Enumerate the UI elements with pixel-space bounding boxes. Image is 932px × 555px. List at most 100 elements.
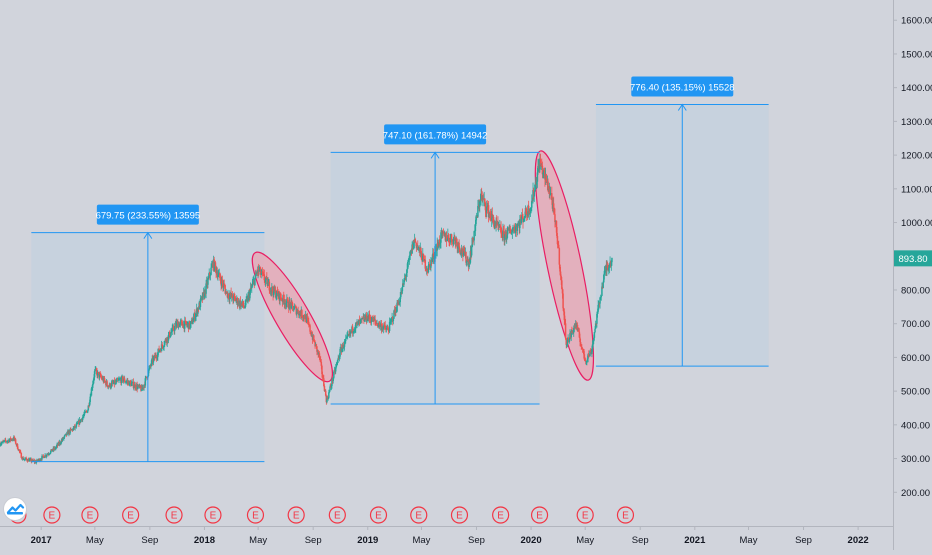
candle-body [89,396,91,403]
candle [287,297,289,308]
time-axis[interactable]: 2017 May Sep 2018 May Sep 2019 May Sep 2020 May Sep… [31,526,869,546]
candle-body [566,344,568,346]
candle [217,270,219,281]
candle-body [505,237,508,239]
candle-body [401,287,403,294]
candle-body [579,337,581,343]
candle-body [459,251,462,254]
candle-body [88,402,91,406]
candle-body [433,258,435,260]
candle [427,261,430,274]
candle-body [96,371,99,376]
earnings-marker[interactable]: E [530,506,549,524]
candle-body [51,450,54,452]
candle-body [249,291,251,299]
candle-body [115,380,118,383]
earnings-marker[interactable]: E [328,506,346,524]
candle [199,295,202,311]
earnings-marker[interactable]: E [450,506,469,524]
candle [142,387,145,391]
candle-body [237,303,239,305]
candle [473,230,475,246]
earnings-marker[interactable]: E [576,506,594,524]
candle-body [604,270,606,272]
candle-body [448,241,451,243]
candle-body [351,326,354,333]
candle-body [292,306,294,311]
candle-body [492,216,495,223]
candle-body [276,290,279,294]
earnings-marker[interactable]: E [81,506,99,524]
candle-body [555,220,557,228]
earnings-markers[interactable]: EEEEEEEEEEEEEEEE [9,506,635,524]
candle-body [383,324,385,328]
candle-body [563,311,566,321]
candle [0,442,2,447]
earnings-marker[interactable]: E [410,506,428,524]
earnings-marker[interactable]: E [204,506,222,524]
price-range-tool-3[interactable]: 776.40 (135.15%) 15528 [595,76,769,367]
candle [531,194,533,212]
candle-body [542,172,544,175]
candle [103,376,106,384]
candle-body [266,278,269,287]
tradingview-logo-icon[interactable] [3,497,27,521]
earnings-marker[interactable]: E [165,506,183,524]
earnings-marker[interactable]: E [287,506,305,524]
candle-body [199,298,202,308]
candle [525,206,527,215]
candle [122,375,124,384]
candle [502,223,504,242]
candle-body [365,314,368,322]
candle-body [317,350,319,355]
candle [392,317,395,325]
candle [467,255,469,262]
candle-body [152,358,155,363]
candle-body [145,376,148,378]
candle-body [94,369,96,372]
earnings-marker[interactable]: E [122,506,140,524]
candle [598,300,600,310]
candle-body [489,213,492,217]
earnings-marker[interactable]: E [492,506,510,524]
candle-body [519,219,521,229]
candle-body [335,364,338,368]
candle [46,452,48,458]
candle [593,331,596,341]
candle [530,207,532,214]
candle-body [163,345,165,348]
candle-body [225,291,227,294]
candle [134,382,137,391]
price-tick-label: 700.00 [901,319,930,330]
price-range-tool-2[interactable]: 747.10 (161.78%) 14942 [330,124,540,405]
price-range-tool-1[interactable]: 679.75 (233.55%) 13595 [31,204,265,463]
candle-body [131,382,133,384]
earnings-marker[interactable]: E [369,506,388,524]
candle-body [326,398,328,403]
earnings-marker-label: E [582,511,589,522]
candle-body [130,383,133,386]
candle-body [100,377,103,378]
time-tick-label: Sep [141,535,158,546]
candle-body [500,226,502,234]
candle-body [497,221,499,226]
candle-body [539,159,542,166]
candle-body [380,323,383,330]
candle [423,255,425,263]
candle-body [87,405,90,411]
earnings-marker[interactable]: E [43,506,61,524]
candle-body [456,242,458,249]
candle [457,245,459,254]
candle-body [388,321,391,331]
candle [328,389,331,394]
candle-body [97,371,100,373]
earnings-marker[interactable]: E [246,506,265,524]
range-label-text: 776.40 (135.15%) 15528 [630,83,735,94]
candles [0,153,613,465]
candle [301,309,303,319]
candle [184,316,186,333]
candle [319,355,322,363]
earnings-marker[interactable]: E [616,506,635,524]
